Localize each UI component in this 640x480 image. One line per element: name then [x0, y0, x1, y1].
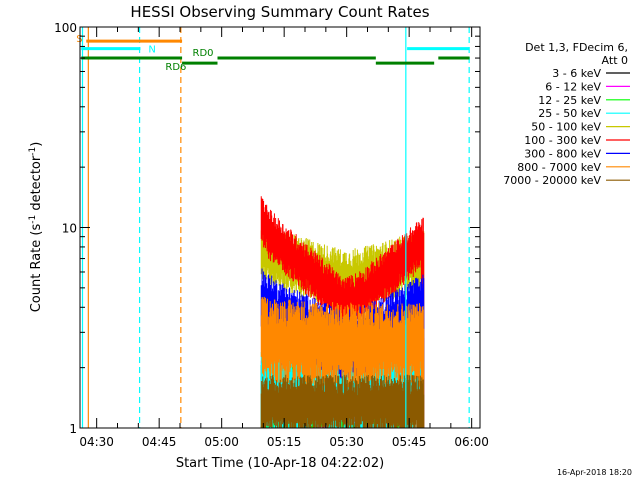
footer-timestamp: 16-Apr-2018 18:20 [557, 468, 632, 477]
legend-entry-label: 100 - 300 keV [524, 134, 601, 147]
flag-rd0-label: RD0 [193, 48, 214, 59]
y-axis-label-main: Count Rate (s [29, 224, 44, 313]
legend-entry-label: 800 - 7000 keV [517, 161, 601, 174]
legend-entry-label: 6 - 12 keV [545, 80, 601, 93]
legend-entry-label: 25 - 50 keV [538, 107, 601, 120]
x-tick-label: 05:30 [329, 435, 364, 449]
series-7000-20000keV-trace [260, 374, 425, 428]
y-axis: 1 10 100 [54, 21, 480, 436]
flag-n-label: N [148, 45, 155, 56]
legend-entry-label: 300 - 800 keV [524, 147, 601, 160]
x-axis-label: Start Time (10-Apr-18 04:22:02) [176, 456, 384, 471]
y-tick-label: 100 [54, 21, 77, 35]
legend-header-line: Att 0 [602, 54, 628, 67]
y-tick-label: 1 [69, 422, 77, 436]
y-tick-label: 10 [62, 222, 77, 236]
legend-entry-label: 7000 - 20000 keV [503, 174, 601, 187]
series-path-8 [260, 374, 425, 428]
x-tick-label: 05:15 [267, 435, 302, 449]
flag-s-label: S [76, 34, 82, 45]
flag-rd6-label: RD6 [165, 62, 186, 73]
y-axis-label: Count Rate (s-1 detector-1) [28, 142, 44, 313]
y-axis-label-mid: detector [29, 155, 44, 215]
x-tick-label: 04:30 [79, 435, 114, 449]
x-tick-label: 04:45 [142, 435, 177, 449]
x-tick-label: 05:00 [204, 435, 239, 449]
y-axis-label-end: ) [29, 142, 44, 147]
data-layer [260, 196, 425, 428]
x-tick-label: 05:45 [392, 435, 427, 449]
legend-entry-label: 12 - 25 keV [538, 94, 601, 107]
y-axis-label-exponent-2: -1 [28, 147, 38, 156]
legend-entry-label: 50 - 100 keV [531, 121, 601, 134]
legend-entry-label: 3 - 6 keV [552, 67, 601, 80]
x-tick-label: 06:00 [454, 435, 489, 449]
legend-header-line: Det 1,3, FDecim 6, [525, 41, 628, 54]
chart-title: HESSI Observing Summary Count Rates [130, 3, 429, 21]
x-axis: 04:30 04:45 05:00 05:15 05:30 05:45 06:00 [79, 27, 489, 449]
y-axis-label-exponent: -1 [28, 215, 38, 224]
